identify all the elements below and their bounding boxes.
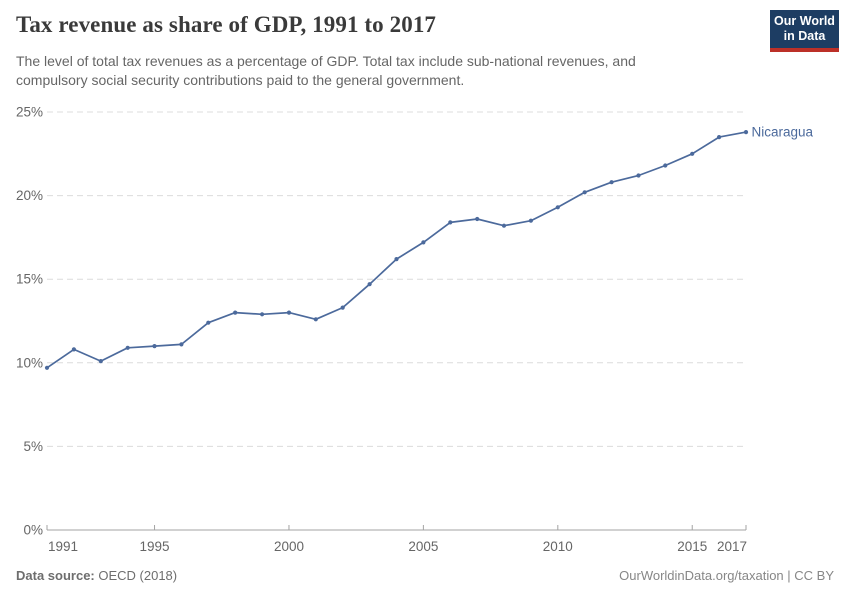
data-point-marker[interactable]	[98, 359, 103, 364]
chart-subtitle: The level of total tax revenues as a per…	[16, 52, 636, 90]
x-axis-tick-label: 1991	[48, 539, 78, 554]
data-point-marker[interactable]	[475, 216, 480, 222]
y-axis-tick-label: 10%	[16, 355, 43, 370]
data-point-marker[interactable]	[582, 190, 587, 195]
data-point-marker[interactable]	[367, 282, 372, 287]
data-point-marker[interactable]	[71, 347, 76, 352]
x-axis-tick-label: 2017	[717, 539, 747, 554]
data-point-marker[interactable]	[340, 305, 345, 310]
data-point-marker[interactable]	[260, 312, 265, 317]
data-point-marker[interactable]	[286, 310, 292, 315]
owid-logo: Our World in Data	[770, 10, 839, 52]
data-point-marker[interactable]	[663, 163, 668, 168]
credit-link: OurWorldinData.org/taxation | CC BY	[619, 568, 834, 583]
data-point-marker[interactable]	[528, 218, 534, 223]
data-point-marker[interactable]	[394, 257, 399, 262]
data-point-marker[interactable]	[152, 344, 157, 349]
data-point-marker[interactable]	[125, 345, 130, 350]
data-point-marker[interactable]	[179, 342, 184, 347]
data-source-value: OECD (2018)	[94, 568, 178, 583]
data-point-marker[interactable]	[555, 205, 560, 210]
data-point-marker[interactable]	[609, 180, 614, 185]
owid-logo-line2: in Data	[783, 29, 826, 43]
data-point-marker[interactable]	[501, 223, 507, 228]
data-point-marker[interactable]	[717, 135, 722, 140]
data-source-label: Data source:	[16, 568, 95, 583]
x-axis-tick-label: 2010	[543, 539, 573, 554]
y-axis-tick-label: 5%	[23, 439, 43, 454]
chart-footer: Data source: OECD (2018) OurWorldinData.…	[0, 568, 850, 592]
data-point-marker[interactable]	[233, 310, 238, 315]
series-label-nicaragua[interactable]: Nicaragua	[752, 125, 814, 140]
chart-title: Tax revenue as share of GDP, 1991 to 201…	[16, 12, 437, 37]
y-axis-tick-label: 20%	[16, 188, 43, 203]
data-source-note: Data source: OECD (2018)	[16, 568, 177, 583]
y-axis-tick-label: 25%	[16, 105, 43, 120]
data-point-marker[interactable]	[636, 173, 641, 178]
data-point-marker[interactable]	[313, 317, 318, 322]
data-point-marker[interactable]	[743, 130, 749, 135]
x-axis-tick-label: 2005	[408, 539, 438, 554]
y-axis-tick-label: 15%	[16, 272, 43, 287]
chart-subtitle-line1: The level of total tax revenues as a per…	[16, 53, 636, 69]
data-point-marker[interactable]	[690, 151, 695, 156]
y-axis-tick-label: 0%	[23, 523, 43, 538]
data-point-marker[interactable]	[421, 240, 426, 245]
nicaragua-line[interactable]	[46, 131, 747, 369]
data-point-marker[interactable]	[448, 220, 453, 225]
data-point-marker[interactable]	[44, 365, 50, 370]
x-axis-tick-label: 1995	[140, 539, 170, 554]
owid-logo-line1: Our World	[774, 14, 835, 28]
chart-subtitle-line2: compulsory social security contributions…	[16, 72, 465, 88]
x-axis-tick-label: 2000	[274, 539, 304, 554]
x-axis-tick-label: 2015	[677, 539, 707, 554]
data-point-marker[interactable]	[206, 320, 211, 325]
